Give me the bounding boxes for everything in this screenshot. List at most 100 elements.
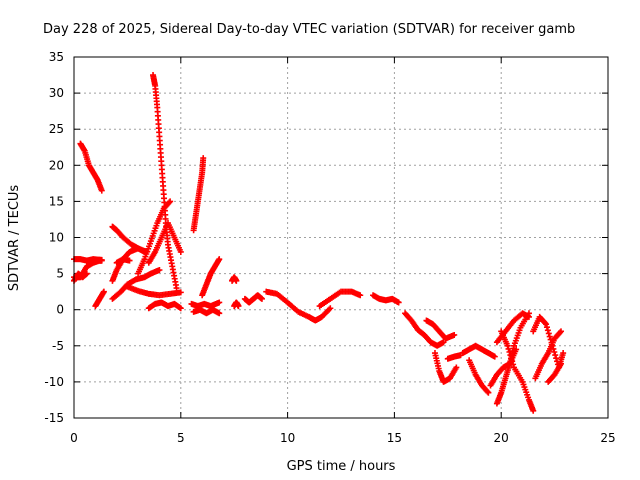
- data-point: [451, 331, 458, 338]
- series-arc14: [145, 299, 184, 312]
- series-arc26: [423, 317, 458, 342]
- x-tick-label: 25: [600, 431, 615, 445]
- grid-lines: [74, 57, 608, 418]
- data-point: [552, 352, 559, 359]
- y-tick-label: 20: [49, 158, 64, 172]
- chart-title: Day 228 of 2025, Sidereal Day-to-day VTE…: [43, 22, 575, 37]
- data-point: [509, 358, 516, 365]
- x-tick-label: 0: [70, 431, 78, 445]
- data-point: [547, 336, 554, 343]
- series-arc12: [145, 220, 184, 266]
- series-arc28: [444, 352, 464, 362]
- y-tick-label: -15: [44, 411, 64, 425]
- data-point: [98, 256, 105, 263]
- data-point: [507, 352, 514, 359]
- y-tick-label: 5: [56, 267, 64, 281]
- x-tick-label: 20: [494, 431, 509, 445]
- data-point: [235, 303, 242, 310]
- series-arc22: [263, 288, 334, 324]
- data-point: [485, 389, 492, 396]
- data-point: [504, 342, 511, 349]
- data-point: [553, 355, 560, 362]
- series-arc16: [188, 299, 223, 310]
- x-axis-label: GPS time / hours: [287, 459, 396, 474]
- data-point: [510, 361, 517, 368]
- data-point: [543, 324, 550, 331]
- data-point: [557, 329, 564, 336]
- data-point: [545, 330, 552, 337]
- data-point: [560, 350, 567, 357]
- data-point: [508, 355, 515, 362]
- series-arc30: [466, 357, 492, 396]
- series-arc37: [545, 360, 565, 385]
- data-point: [542, 320, 549, 327]
- data-point: [544, 327, 551, 334]
- data-point: [200, 155, 207, 162]
- y-tick-label: 0: [56, 303, 64, 317]
- series-arc13: [150, 72, 180, 292]
- data-point: [83, 270, 90, 277]
- y-tick-label: 35: [49, 50, 64, 64]
- series-arc15: [190, 155, 207, 234]
- data-point: [216, 310, 223, 317]
- x-tick-label: 5: [177, 431, 185, 445]
- y-tick-label: 10: [49, 231, 64, 245]
- series-arc36: [532, 328, 565, 382]
- series-arc29: [459, 342, 498, 360]
- y-tick-label: -10: [44, 375, 64, 389]
- data-point: [491, 353, 498, 360]
- y-axis-label: SDTVAR / TECUs: [7, 185, 22, 292]
- series-arc34: [493, 310, 532, 346]
- data-point: [543, 321, 550, 328]
- series-arc20: [231, 299, 242, 310]
- series-arc25: [402, 310, 447, 349]
- data-point: [177, 289, 184, 296]
- x-tick-label: 10: [280, 431, 295, 445]
- y-tick-label: -5: [52, 339, 64, 353]
- data-point: [327, 305, 334, 312]
- series-arc9: [113, 256, 133, 266]
- series-arc1: [77, 140, 105, 194]
- series-arc8: [109, 223, 148, 255]
- data-point: [126, 257, 133, 264]
- data-point: [525, 313, 532, 320]
- series-arc5: [92, 288, 107, 310]
- data-point: [177, 305, 184, 312]
- x-tick-label: 15: [387, 431, 402, 445]
- data-point: [395, 299, 402, 306]
- data-point: [484, 388, 491, 395]
- series-arc21: [241, 292, 265, 306]
- series-arc32: [493, 310, 532, 407]
- data-point: [100, 288, 107, 295]
- series-arc10: [124, 283, 184, 299]
- data-point: [546, 333, 553, 340]
- data-series: [71, 72, 567, 414]
- data-point: [505, 345, 512, 352]
- series-arc23: [316, 288, 364, 310]
- data-point: [530, 407, 537, 414]
- y-tick-label: 15: [49, 194, 64, 208]
- series-arc19: [229, 274, 240, 284]
- series-arc27: [431, 350, 460, 385]
- data-point: [506, 348, 513, 355]
- series-arc3: [71, 256, 105, 264]
- series-arc18: [199, 256, 223, 299]
- plot-frame: [73, 56, 609, 419]
- data-point: [156, 266, 163, 273]
- data-point: [98, 187, 105, 194]
- data-point: [173, 285, 180, 292]
- data-point: [558, 360, 565, 367]
- y-tick-label: 25: [49, 122, 64, 136]
- data-point: [216, 299, 223, 306]
- data-point: [453, 364, 460, 371]
- data-point: [177, 248, 184, 255]
- data-point: [558, 328, 565, 335]
- data-point: [440, 339, 447, 346]
- y-tick-label: 30: [49, 86, 64, 100]
- series-arc17: [190, 306, 223, 317]
- data-point: [551, 348, 558, 355]
- data-point: [233, 277, 240, 284]
- axis-ticks: 0 5 10 15 20 25 -15 -10 -5 0 5 10 15 20 25 30 35: [44, 50, 615, 445]
- data-point: [258, 295, 265, 302]
